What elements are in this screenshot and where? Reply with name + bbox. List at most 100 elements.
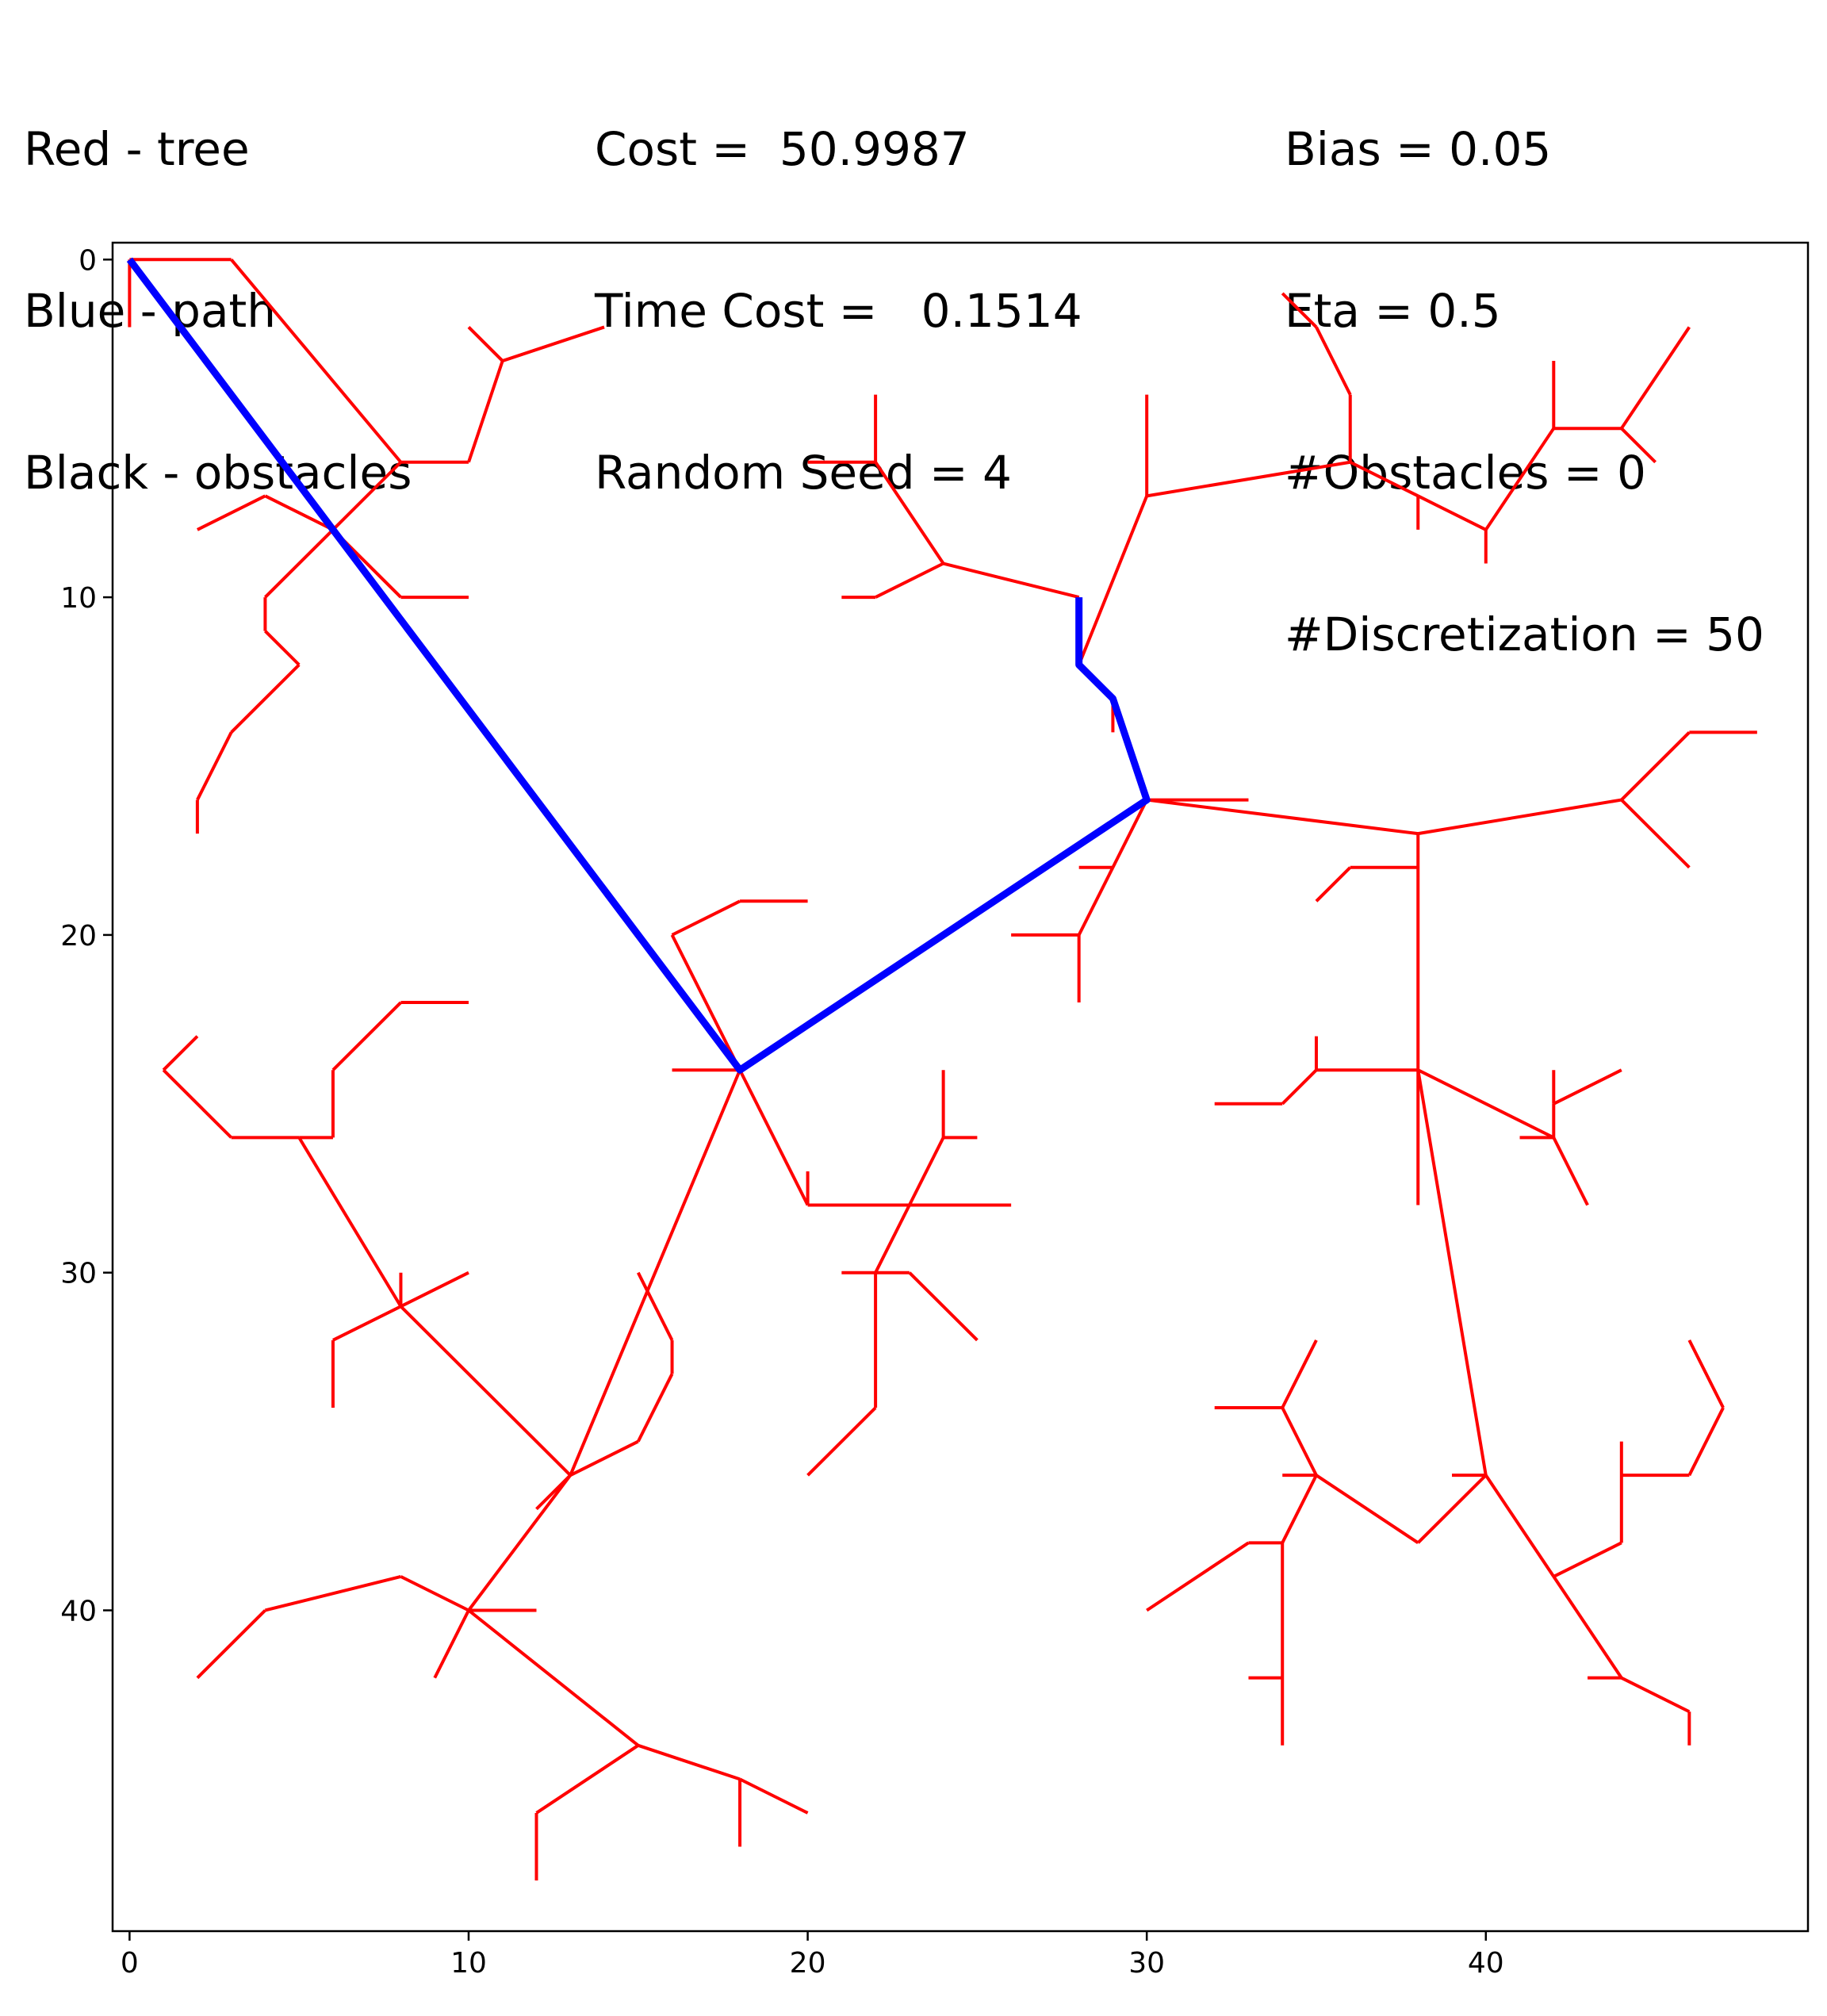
tree-edge	[467, 1608, 640, 1747]
y-tick-label: 10	[60, 582, 97, 615]
tree-edge	[467, 326, 504, 362]
tree-edge	[671, 899, 741, 937]
x-axis: 0 10 20 30 40	[121, 1931, 1504, 1980]
tree-edge	[806, 1406, 877, 1477]
tree-edge	[1146, 460, 1351, 498]
tree-edge	[1349, 460, 1419, 498]
tree-edge	[1687, 1407, 1725, 1477]
tree-edge	[1315, 866, 1352, 903]
tree-edge	[1620, 730, 1691, 801]
tree-edge	[264, 528, 335, 599]
tree-edge	[467, 1474, 572, 1612]
tree-edge	[467, 360, 504, 463]
tree-edge	[636, 1373, 674, 1443]
tree-layer	[128, 258, 1757, 1881]
tree-edge	[1484, 427, 1555, 531]
tree-edge	[1417, 798, 1622, 836]
tree-edge	[297, 1136, 403, 1308]
tree-edge	[264, 630, 301, 666]
stats-column: Cost = 50.9987 Time Cost = 0.1514 Random…	[595, 14, 1082, 607]
x-tick-label: 40	[1468, 1947, 1504, 1980]
discretization-text: #Discretization = 50	[1285, 607, 1764, 661]
tree-edge	[230, 663, 301, 734]
tree-edge	[162, 1035, 199, 1071]
tree-edge	[400, 1305, 572, 1477]
path-layer	[126, 257, 1151, 1074]
tree-edge	[1077, 495, 1149, 665]
tree-edge	[1620, 799, 1691, 869]
time-cost-text: Time Cost = 0.1514	[595, 284, 1082, 338]
y-axis: 0 10 20 30 40	[60, 244, 113, 1627]
tree-edge	[1553, 1068, 1622, 1106]
tree-edge	[1552, 1575, 1623, 1679]
tree-edge	[943, 561, 1080, 600]
tree-edge	[1281, 1339, 1318, 1409]
tree-edge	[535, 1744, 639, 1815]
tree-edge	[908, 1136, 945, 1206]
tree-edge	[1620, 427, 1657, 464]
tree-edge	[1146, 798, 1419, 836]
tree-edge	[196, 1609, 266, 1680]
tree-edge	[1553, 1541, 1622, 1578]
tree-edge	[638, 1743, 741, 1781]
tree-edge	[197, 494, 266, 531]
tree-edge	[1281, 292, 1318, 328]
tree-edge	[1416, 1474, 1488, 1544]
y-tick-label: 20	[60, 920, 97, 952]
legend-path-text: Blue - path	[24, 284, 277, 338]
tree-edge	[1417, 494, 1487, 531]
bias-text: Bias = 0.05	[1285, 122, 1552, 176]
tree-edge	[874, 461, 945, 565]
tree-edge	[569, 1439, 639, 1477]
tree-edge	[1281, 1474, 1318, 1544]
tree-edge	[569, 1069, 741, 1476]
params-column: Bias = 0.05 Eta = 0.5 #Obstacles = 0 #Di…	[1285, 14, 1764, 769]
figure-header: Red - tree Blue - path Black - obstacles…	[0, 14, 1827, 661]
tree-edge	[738, 1069, 810, 1206]
tree-edge	[1146, 1541, 1250, 1612]
tree-edge	[1484, 1474, 1555, 1578]
cost-text: Cost = 50.9987	[595, 122, 970, 176]
tree-edge	[331, 1001, 402, 1071]
tree-edge	[739, 1777, 809, 1815]
tree-edge	[162, 1068, 233, 1139]
tree-edge	[1315, 1474, 1419, 1544]
plot-frame	[111, 241, 1810, 1933]
tree-edge	[230, 259, 402, 464]
x-tick-label: 30	[1128, 1947, 1165, 1980]
tree-edge	[502, 325, 605, 362]
tree-edge	[1687, 1339, 1725, 1409]
tree-edge	[1077, 866, 1115, 936]
tree-edge	[1281, 1407, 1318, 1477]
tree-edge	[400, 1271, 469, 1309]
path-line	[126, 257, 1151, 1074]
y-tick-label: 40	[60, 1595, 97, 1627]
tree-edge	[1281, 1068, 1318, 1106]
tree-edge	[1417, 1068, 1555, 1140]
tree-edge	[332, 1305, 402, 1342]
tree-edge	[875, 561, 944, 599]
obstacles-count-text: #Obstacles = 0	[1285, 446, 1646, 500]
tree-edge	[1620, 326, 1691, 430]
tree-edge	[331, 461, 402, 531]
y-tick-label: 30	[60, 1258, 97, 1290]
tree-edge	[400, 1575, 469, 1612]
tree-edge	[196, 731, 233, 801]
eta-text: Eta = 0.5	[1285, 284, 1501, 338]
tree-edge	[433, 1609, 470, 1679]
x-tick-label: 0	[121, 1947, 139, 1980]
legend-tree-text: Red - tree	[24, 122, 250, 176]
y-tick-label: 0	[79, 244, 97, 277]
x-tick-label: 20	[790, 1947, 826, 1980]
tree-edge	[874, 1204, 911, 1274]
tree-edge	[1315, 326, 1352, 396]
tree-edge	[264, 1574, 401, 1612]
random-seed-text: Random Seed = 4	[595, 446, 1012, 500]
tree-edge	[670, 933, 741, 1071]
tree-edge	[264, 494, 334, 531]
x-tick-label: 10	[450, 1947, 487, 1980]
tree-edge	[1416, 1069, 1488, 1476]
tree-edge	[908, 1271, 979, 1342]
tree-edge	[1552, 1136, 1589, 1206]
